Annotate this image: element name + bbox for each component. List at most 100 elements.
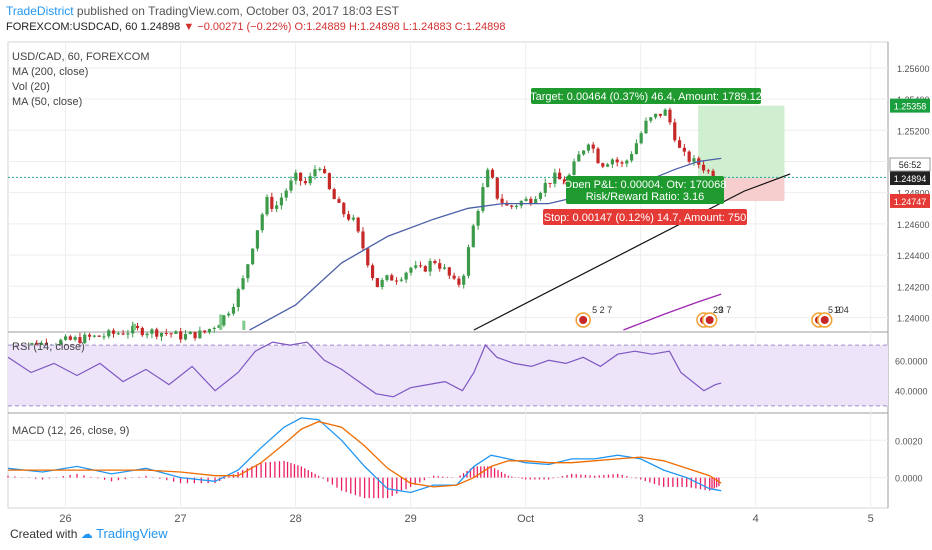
candle-body bbox=[490, 169, 495, 178]
candle-body bbox=[207, 328, 212, 333]
candle-body bbox=[121, 333, 125, 335]
candle-body bbox=[457, 278, 461, 285]
candle bbox=[207, 328, 212, 335]
candle bbox=[476, 209, 480, 230]
target-label: Target: 0.00464 (0.37%) 46.4, Amount: 17… bbox=[530, 88, 762, 104]
candle-body bbox=[322, 168, 327, 174]
candle-body bbox=[179, 331, 183, 340]
candle bbox=[625, 159, 629, 168]
candle bbox=[591, 142, 595, 154]
candle bbox=[351, 214, 355, 222]
candle bbox=[289, 176, 293, 194]
candle bbox=[586, 143, 591, 153]
candle-body bbox=[692, 158, 696, 162]
candle-body bbox=[639, 133, 643, 144]
legend-ma200[interactable]: MA (200, close) bbox=[12, 66, 89, 78]
candle bbox=[203, 330, 207, 334]
candle bbox=[97, 335, 101, 338]
candle bbox=[188, 331, 192, 335]
candle bbox=[183, 330, 188, 341]
candle bbox=[265, 194, 269, 217]
candle-body bbox=[438, 263, 442, 269]
ohlc-values: O:1.24889 H:1.24898 L:1.24883 C:1.24898 bbox=[294, 21, 506, 33]
candle-body bbox=[682, 147, 686, 152]
risk-reward-label: Risk/Reward Ratio: 3.16 bbox=[566, 188, 724, 204]
candle bbox=[490, 168, 495, 179]
event-label: 5 2 bbox=[828, 305, 841, 315]
candle bbox=[529, 196, 533, 206]
candle bbox=[212, 326, 216, 333]
candle-body bbox=[327, 173, 331, 190]
legend-ma50[interactable]: MA (50, close) bbox=[12, 96, 83, 108]
macd-tick-label: 0.0020 bbox=[895, 436, 923, 446]
author-link[interactable]: TradeDistrict bbox=[6, 4, 74, 18]
candle bbox=[303, 177, 308, 186]
volume-bar bbox=[242, 320, 246, 330]
candle bbox=[366, 247, 370, 268]
macd-title: MACD (12, 26, close, 9) bbox=[12, 425, 129, 437]
candle bbox=[222, 314, 226, 328]
chart-canvas[interactable]: RSI (14, close) MACD (12, 26, close, 9) … bbox=[0, 38, 932, 526]
candle bbox=[107, 328, 111, 339]
last-price: 1.24898 bbox=[140, 21, 181, 33]
candle-body bbox=[390, 275, 394, 281]
candle bbox=[193, 331, 197, 341]
candle-body bbox=[198, 330, 202, 339]
candle bbox=[260, 212, 264, 233]
candle bbox=[692, 155, 696, 166]
candle bbox=[606, 162, 610, 168]
candle-body bbox=[313, 169, 317, 177]
event-flag-icon: 3 7 bbox=[701, 305, 731, 328]
candle-body bbox=[222, 315, 226, 326]
candle-body bbox=[59, 339, 63, 345]
rsi-pane: RSI (14, close) bbox=[7, 341, 888, 407]
candle bbox=[462, 273, 466, 289]
candle-body bbox=[615, 159, 619, 163]
candle-body bbox=[155, 329, 159, 337]
legend-vol[interactable]: Vol (20) bbox=[12, 81, 50, 93]
candle-body bbox=[255, 230, 260, 249]
candle-body bbox=[289, 180, 293, 191]
candle bbox=[155, 327, 159, 340]
candle-body bbox=[586, 144, 591, 151]
x-tick-label: Oct bbox=[517, 513, 534, 525]
candle-body bbox=[414, 265, 418, 268]
candle bbox=[620, 160, 624, 168]
candle bbox=[409, 266, 413, 276]
candle bbox=[78, 332, 82, 345]
candle bbox=[486, 167, 490, 188]
candle bbox=[510, 204, 514, 210]
candle-body bbox=[543, 182, 547, 193]
candle bbox=[126, 329, 130, 339]
candle-body bbox=[251, 248, 255, 265]
candle bbox=[418, 261, 423, 269]
candle bbox=[308, 172, 312, 186]
candle-body bbox=[558, 172, 562, 180]
price-badge-bg bbox=[890, 193, 930, 208]
candle-body bbox=[486, 169, 490, 188]
candle-body bbox=[673, 122, 677, 141]
candle bbox=[140, 326, 144, 337]
candle-body bbox=[418, 265, 423, 267]
legend-title: USD/CAD, 60, FOREXCOM bbox=[12, 51, 150, 63]
candle-body bbox=[150, 329, 154, 334]
candle-body bbox=[63, 336, 68, 340]
candle-body bbox=[423, 266, 427, 272]
candle-body bbox=[332, 189, 336, 200]
candle bbox=[270, 192, 274, 212]
candle-body bbox=[625, 160, 629, 164]
candle bbox=[73, 335, 77, 342]
price-badge: 1.25358 bbox=[890, 98, 930, 113]
candle-body bbox=[701, 164, 706, 171]
candle-body bbox=[342, 202, 346, 215]
candle bbox=[601, 162, 605, 169]
ma-line bbox=[249, 157, 722, 331]
tradingview-link[interactable]: TradingView bbox=[96, 526, 168, 541]
candle-body bbox=[78, 337, 82, 343]
candle-body bbox=[294, 172, 298, 181]
candle-body bbox=[462, 275, 466, 285]
candle-body bbox=[174, 331, 178, 334]
candle bbox=[701, 160, 706, 174]
candle-body bbox=[572, 161, 576, 175]
candle bbox=[428, 258, 432, 277]
